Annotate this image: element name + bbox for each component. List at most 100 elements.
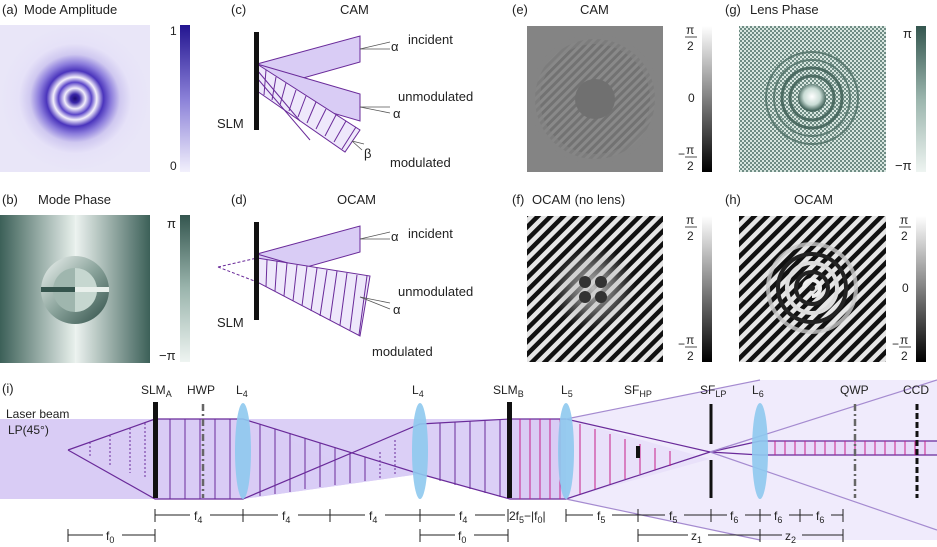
panel-d: (d) OCAM SLM α incident α unmodulated <box>217 192 473 359</box>
modulated-hatching-d <box>265 259 368 336</box>
panel-d-label: (d) <box>231 192 247 207</box>
sf-lp-label: SFLP <box>700 383 726 399</box>
slm-d <box>254 222 259 320</box>
dist-z1: z1 <box>691 529 702 545</box>
unmodulated-label-d: unmodulated <box>398 284 473 299</box>
ccd-label: CCD <box>903 383 929 397</box>
lens-colorbar <box>916 26 926 172</box>
incident-label-c: incident <box>408 32 453 47</box>
panel-f-label: (f) <box>512 192 524 207</box>
panel-a-title: Mode Amplitude <box>24 2 117 17</box>
panel-g: (g) Lens Phase π −π <box>725 2 926 173</box>
panel-b-title: Mode Phase <box>38 192 111 207</box>
slm-b-label: SLMB <box>493 383 524 399</box>
lens-cb-max: π <box>903 26 912 41</box>
diffracted-cone <box>566 380 937 540</box>
dist-f4-1: f4 <box>194 509 202 525</box>
e-cb-bottom-den: 2 <box>687 159 694 173</box>
slm-b <box>507 402 512 498</box>
panel-d-title: OCAM <box>337 192 376 207</box>
laser-polarization-label: LP(45°) <box>8 423 49 437</box>
panel-e-title: CAM <box>580 2 609 17</box>
panel-b-label: (b) <box>2 192 18 207</box>
h-cb-bottom-den: 2 <box>901 349 908 363</box>
lens-l6 <box>752 403 768 499</box>
f-cb-top-num: π <box>686 213 694 227</box>
h-cb-top-num: π <box>900 213 908 227</box>
dist-f0-2: f0 <box>458 529 466 545</box>
panel-b: (b) Mode Phase π −π <box>0 192 190 363</box>
h-cb-top-den: 2 <box>901 229 908 243</box>
modulated-label-c: modulated <box>390 155 451 170</box>
dist-f6-3: f6 <box>816 509 824 525</box>
f-cb-bottom-den: 2 <box>687 349 694 363</box>
e-cb-neg: − <box>678 147 685 161</box>
panel-h: (h) OCAM π 2 0 − π 2 <box>725 192 926 363</box>
panel-a: (a) Mode Amplitude 1 0 <box>0 2 190 173</box>
l4-first-label: L4 <box>236 383 248 399</box>
lens-l4-first <box>235 403 251 499</box>
ocam-image <box>739 216 886 362</box>
panel-h-title: OCAM <box>794 192 833 207</box>
qwp-label: QWP <box>840 383 869 397</box>
slm-a-label: SLMA <box>141 383 172 399</box>
hwp-label: HWP <box>187 383 215 397</box>
f-cb-top-den: 2 <box>687 229 694 243</box>
mode-phase-image <box>0 215 150 363</box>
cam-colorbar <box>702 26 712 172</box>
ocam-nolens-colorbar <box>702 216 712 362</box>
panel-g-title: Lens Phase <box>750 2 819 17</box>
sf-hp <box>636 446 640 458</box>
slm-d-label: SLM <box>217 315 244 330</box>
slm-c <box>254 32 259 130</box>
amplitude-colorbar <box>180 25 190 172</box>
panel-i: (i) <box>0 379 937 545</box>
phase-cb-max: π <box>167 216 176 231</box>
dist-f4-3: f4 <box>369 509 377 525</box>
unmodulated-label-c: unmodulated <box>398 89 473 104</box>
dist-2f5-minus-f0: 2f5−|f0| <box>509 509 546 525</box>
input-beam <box>0 419 155 499</box>
modulated-label-d: modulated <box>372 344 433 359</box>
h-cb-neg: − <box>892 337 899 351</box>
f-cb-bottom-num: π <box>686 333 694 347</box>
alpha-c-top: α <box>391 39 399 54</box>
incident-label-d: incident <box>408 226 453 241</box>
dist-f6-2: f6 <box>774 509 782 525</box>
panel-f-title: OCAM (no lens) <box>532 192 625 207</box>
panel-c: (c) CAM SLM α incident α unmodulated <box>217 2 473 170</box>
modulated-hatching-c <box>263 69 357 150</box>
panel-c-label: (c) <box>231 2 246 17</box>
panel-g-label: (g) <box>725 2 741 17</box>
panel-c-title: CAM <box>340 2 369 17</box>
modulated-beam-outline <box>67 379 937 541</box>
e-cb-top-num: π <box>686 23 694 37</box>
panel-e: (e) CAM π 2 0 − π 2 <box>512 2 712 173</box>
beam-segment-2 <box>243 419 510 499</box>
laser-beam-label: Laser beam <box>6 407 69 421</box>
dist-f6-1: f6 <box>730 509 738 525</box>
l4-second-label: L4 <box>412 383 424 399</box>
distance-ticks-row1 <box>154 509 844 522</box>
ocam-nolens-image <box>527 216 663 362</box>
beta-c: β <box>364 146 371 161</box>
mode-amplitude-image <box>0 25 150 172</box>
beam-hatching-magenta <box>519 419 926 499</box>
lens-l5 <box>558 403 574 499</box>
panel-f: (f) OCAM (no lens) π 2 − π 2 <box>512 192 712 363</box>
amplitude-cb-min: 0 <box>170 159 177 173</box>
ocam-colorbar <box>916 216 926 362</box>
e-cb-bottom-num: π <box>686 143 694 157</box>
panel-a-label: (a) <box>2 2 18 17</box>
phase-cb-min: −π <box>159 348 176 363</box>
amplitude-cb-max: 1 <box>170 24 177 38</box>
beam-hatching <box>89 419 501 499</box>
phase-colorbar <box>180 215 190 362</box>
panel-i-label: (i) <box>2 381 14 396</box>
alpha-d-top: α <box>391 229 399 244</box>
lens-cb-min: −π <box>895 158 912 173</box>
alpha-d-bottom: α <box>393 302 401 317</box>
lens-phase-image <box>739 26 886 172</box>
slm-c-label: SLM <box>217 116 244 131</box>
